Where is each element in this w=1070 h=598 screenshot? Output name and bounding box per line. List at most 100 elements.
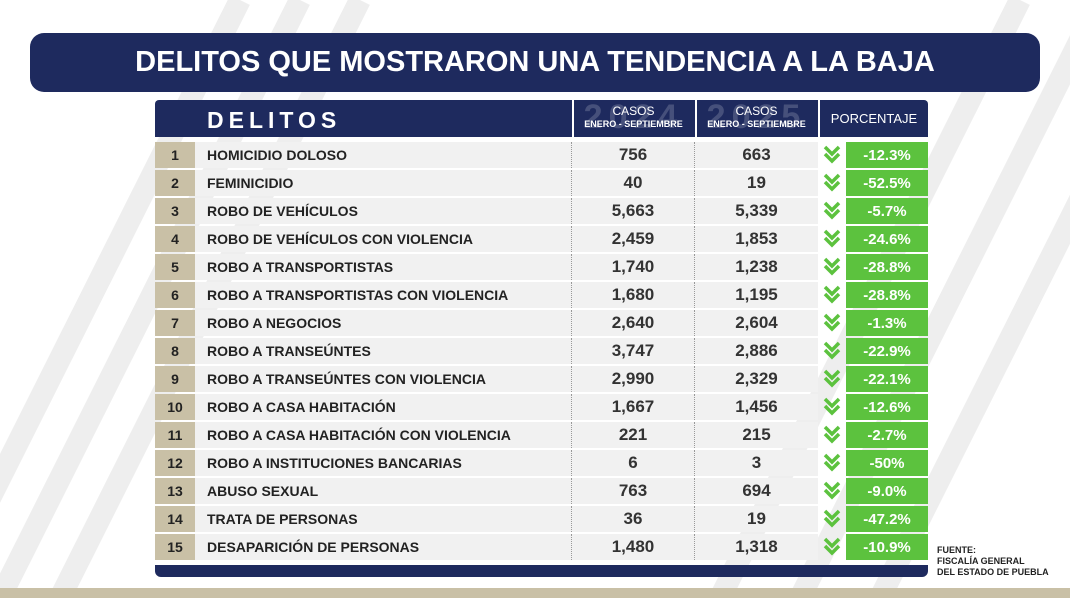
arrow-svg: [823, 509, 841, 528]
down-arrow-icon: [822, 340, 842, 362]
down-arrow-icon: [822, 256, 842, 278]
crime-name: ROBO A TRANSEÚNTES CON VIOLENCIA: [195, 366, 572, 392]
header-percent: PORCENTAJE: [818, 100, 928, 137]
crime-name: DESAPARICIÓN DE PERSONAS: [195, 534, 572, 560]
cases-2024: 221: [572, 422, 695, 448]
source: FUENTE: FISCALÍA GENERAL DEL ESTADO DE PUE…: [937, 545, 1049, 578]
arrow-svg: [823, 201, 841, 220]
percent-change: -9.0%: [846, 478, 928, 504]
source-line: FISCALÍA GENERAL: [937, 556, 1025, 566]
cases-2025: 1,238: [695, 254, 818, 280]
down-arrow-icon: [822, 172, 842, 194]
cases-2025: 19: [695, 506, 818, 532]
arrow-svg: [823, 341, 841, 360]
down-arrow-icon: [822, 228, 842, 250]
row-number: 14: [155, 506, 195, 532]
cases-2024: 2,640: [572, 310, 695, 336]
down-arrow-icon: [822, 396, 842, 418]
cases-2025: 1,456: [695, 394, 818, 420]
row-number: 5: [155, 254, 195, 280]
cases-2025: 2,604: [695, 310, 818, 336]
cases-2024: 756: [572, 142, 695, 168]
crime-name: ROBO DE VEHÍCULOS: [195, 198, 572, 224]
cases-2025: 2,886: [695, 338, 818, 364]
percent-change: -50%: [846, 450, 928, 476]
arrow-svg: [823, 257, 841, 276]
row-number: 13: [155, 478, 195, 504]
table-footer-bar: [155, 565, 928, 577]
down-arrow-icon: [822, 508, 842, 530]
arrow-svg: [823, 537, 841, 556]
down-arrow-icon: [822, 200, 842, 222]
down-arrow-icon: [822, 480, 842, 502]
crime-name: ROBO A TRANSPORTISTAS CON VIOLENCIA: [195, 282, 572, 308]
percent-change: -1.3%: [846, 310, 928, 336]
percent-change: -28.8%: [846, 282, 928, 308]
header-period: ENERO - SEPTIEMBRE: [584, 119, 683, 129]
divider: [572, 100, 574, 137]
crime-name: ROBO A CASA HABITACIÓN CON VIOLENCIA: [195, 422, 572, 448]
cases-2024: 2,990: [572, 366, 695, 392]
cases-2025: 1,318: [695, 534, 818, 560]
down-arrow-icon: [822, 368, 842, 390]
cases-2024: 5,663: [572, 198, 695, 224]
percent-change: -12.6%: [846, 394, 928, 420]
source-line: FUENTE:: [937, 545, 976, 555]
row-number: 1: [155, 142, 195, 168]
crime-name: ROBO A TRANSEÚNTES: [195, 338, 572, 364]
cases-2024: 40: [572, 170, 695, 196]
cases-2024: 2,459: [572, 226, 695, 252]
crime-name: FEMINICIDIO: [195, 170, 572, 196]
cases-2025: 3: [695, 450, 818, 476]
percent-change: -52.5%: [846, 170, 928, 196]
row-number: 9: [155, 366, 195, 392]
cases-2024: 1,480: [572, 534, 695, 560]
down-arrow-icon: [822, 536, 842, 558]
row-number: 4: [155, 226, 195, 252]
arrow-svg: [823, 481, 841, 500]
crime-name: ROBO A TRANSPORTISTAS: [195, 254, 572, 280]
header-year: 2025: [706, 98, 807, 136]
cases-2025: 215: [695, 422, 818, 448]
percent-change: -22.9%: [846, 338, 928, 364]
crime-name: ABUSO SEXUAL: [195, 478, 572, 504]
header-cases: CASOS: [612, 104, 655, 118]
row-number: 11: [155, 422, 195, 448]
cases-2025: 694: [695, 478, 818, 504]
arrow-svg: [823, 313, 841, 332]
down-arrow-icon: [822, 452, 842, 474]
source-line: DEL ESTADO DE PUEBLA: [937, 567, 1049, 577]
table-header: [155, 100, 928, 137]
cases-2025: 2,329: [695, 366, 818, 392]
arrow-svg: [823, 229, 841, 248]
divider: [695, 100, 697, 137]
cases-2024: 3,747: [572, 338, 695, 364]
crime-name: ROBO A CASA HABITACIÓN: [195, 394, 572, 420]
down-arrow-icon: [822, 312, 842, 334]
header-crime: DELITOS: [207, 107, 342, 133]
arrow-svg: [823, 397, 841, 416]
down-arrow-icon: [822, 424, 842, 446]
row-number: 2: [155, 170, 195, 196]
percent-change: -47.2%: [846, 506, 928, 532]
crime-name: ROBO A NEGOCIOS: [195, 310, 572, 336]
arrow-svg: [823, 285, 841, 304]
cases-2024: 1,740: [572, 254, 695, 280]
cases-2024: 763: [572, 478, 695, 504]
percent-change: -5.7%: [846, 198, 928, 224]
percent-change: -24.6%: [846, 226, 928, 252]
row-number: 15: [155, 534, 195, 560]
percent-change: -12.3%: [846, 142, 928, 168]
row-number: 12: [155, 450, 195, 476]
arrow-svg: [823, 173, 841, 192]
arrow-svg: [823, 425, 841, 444]
header-cases: CASOS: [735, 104, 778, 118]
crime-name: HOMICIDIO DOLOSO: [195, 142, 572, 168]
percent-change: -10.9%: [846, 534, 928, 560]
arrow-svg: [823, 453, 841, 472]
row-number: 3: [155, 198, 195, 224]
percent-change: -28.8%: [846, 254, 928, 280]
title: DELITOS QUE MOSTRARON UNA TENDENCIA A LA…: [30, 33, 1040, 92]
cases-2025: 19: [695, 170, 818, 196]
